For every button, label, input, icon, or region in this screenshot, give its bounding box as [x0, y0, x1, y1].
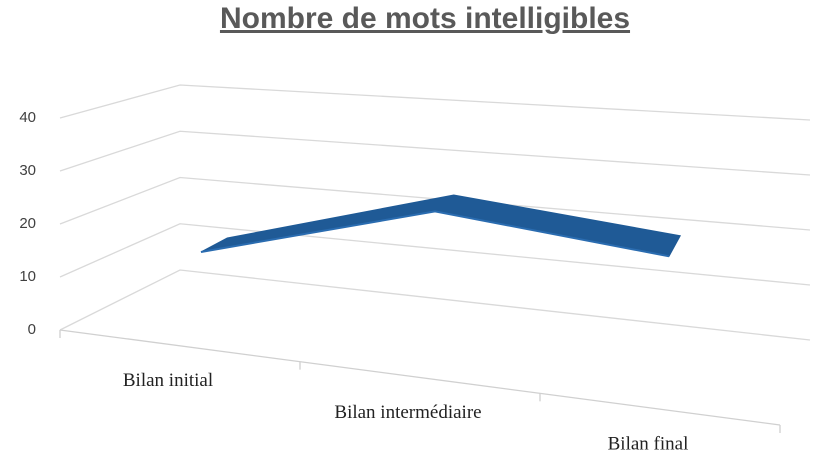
chart-title: Nombre de mots intelligibles [220, 2, 630, 35]
x-tick-label: Bilan initial [123, 370, 213, 391]
ribbon-depth [200, 194, 682, 257]
x-axis [59, 329, 781, 426]
grid-line [59, 84, 811, 121]
y-tick-label: 0 [28, 321, 36, 338]
x-tick-label: Bilan intermédiaire [334, 402, 481, 423]
grid-line [59, 130, 811, 176]
grid-line [59, 176, 811, 231]
y-tick-label: 10 [19, 268, 36, 285]
grid-line [59, 223, 811, 286]
y-tick-label: 30 [19, 162, 36, 179]
x-tick-label: Bilan final [608, 434, 689, 455]
y-tick-label: 20 [19, 215, 36, 232]
y-tick-label: 40 [19, 109, 36, 126]
data-line [200, 210, 670, 258]
grid-line [59, 269, 811, 341]
